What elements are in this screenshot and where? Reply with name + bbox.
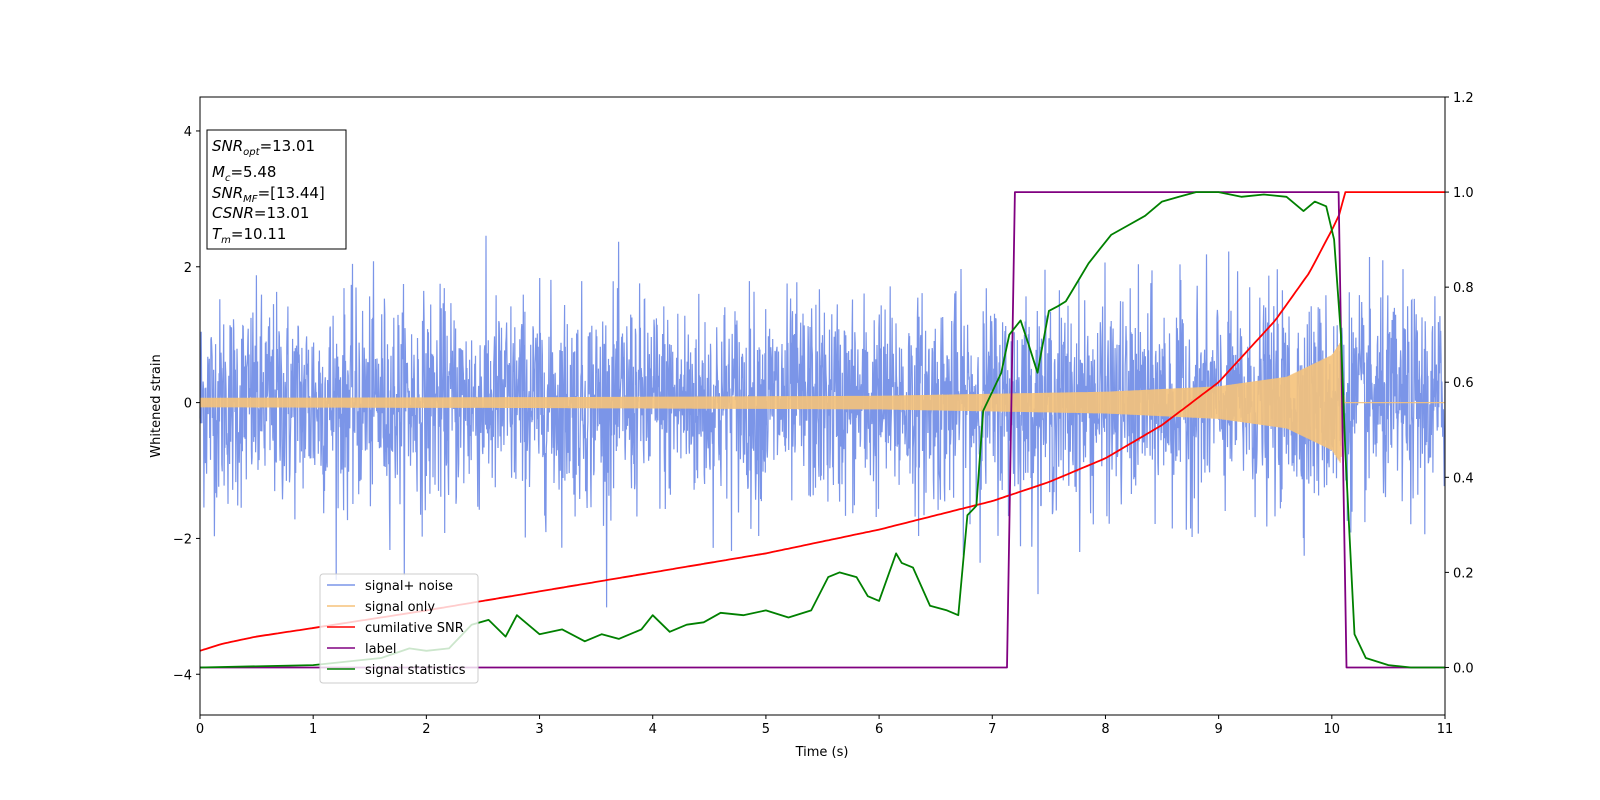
x-tick-label: 4 [649,722,657,737]
y2-tick: 0.4 [1445,471,1474,486]
x-tick: 0 [196,715,204,737]
y2-tick-label: 0.8 [1453,281,1474,296]
y2-tick: 0.2 [1445,566,1474,581]
y2-tick: 0.8 [1445,281,1474,296]
series-signal-only [199,341,1445,463]
legend-label-cumulative-snr: cumilative SNR [365,621,464,636]
x-axis-label: Time (s) [795,745,849,760]
legend-frame [319,573,479,684]
series-label [200,191,1445,669]
y-tick-label: 4 [184,125,192,140]
y-tick: −4 [173,668,200,683]
y2-tick: 0.6 [1445,376,1474,391]
y-tick: 2 [184,261,200,276]
legend-label-signal-noise: signal+ noise [365,579,453,594]
y2-tick-label: 0.4 [1453,471,1474,486]
y2-tick: 1.0 [1445,186,1474,201]
x-tick: 10 [1324,715,1341,737]
y-tick: 4 [184,125,200,140]
y-axis-left: −4 −2 0 2 4 [173,125,200,683]
y2-tick: 1.2 [1445,91,1474,106]
x-tick-label: 10 [1324,722,1341,737]
snr-opt-annotation: SNRopt=13.01 [212,137,315,158]
csnr-annotation: CSNR=13.01 [212,204,309,222]
x-tick: 1 [309,715,317,737]
y2-tick: 0.0 [1445,661,1474,676]
x-axis: 0 1 2 3 4 5 6 7 8 9 10 11 [196,715,1453,737]
x-tick: 7 [988,715,996,737]
x-tick: 6 [875,715,883,737]
legend-label-label: label [365,642,396,657]
y-tick: 0 [184,397,200,412]
x-tick: 9 [1214,715,1223,737]
x-tick-label: 2 [422,722,430,737]
x-tick: 5 [762,715,770,737]
legend-label-signal-statistics: signal statistics [365,663,466,678]
x-tick: 11 [1437,715,1454,737]
series-signal-statistics [199,191,1445,669]
y-tick: −2 [173,532,200,547]
tm-annotation: Tm=10.11 [212,225,286,246]
legend: signal+ noise signal only cumilative SNR… [319,573,479,684]
legend-label-signal-only: signal only [365,600,435,615]
y-axis-right: 0.0 0.2 0.4 0.6 0.8 1.0 1.2 [1445,91,1474,676]
x-tick-label: 5 [762,722,770,737]
y2-tick-label: 1.0 [1453,186,1474,201]
y-axis-label: Whitened strain [149,354,164,457]
x-tick-label: 6 [875,722,883,737]
y-tick-label: −2 [173,532,192,547]
y-tick-label: 0 [184,397,192,412]
y2-tick-label: 0.2 [1453,566,1474,581]
x-tick-label: 7 [988,722,996,737]
x-tick-label: 0 [196,722,204,737]
x-tick: 8 [1101,715,1110,737]
y2-tick-label: 1.2 [1453,91,1474,106]
x-tick: 4 [649,715,657,737]
x-tick-label: 9 [1214,722,1222,737]
y-tick-label: 2 [184,261,192,276]
x-tick-label: 1 [309,722,317,737]
y2-tick-label: 0.6 [1453,376,1474,391]
series-signal-noise [199,235,1446,608]
mc-annotation: Mc=5.48 [212,163,276,184]
y-tick-label: −4 [173,668,192,683]
x-tick-label: 11 [1437,722,1454,737]
y2-tick-label: 0.0 [1453,661,1474,676]
x-tick: 2 [422,715,431,737]
x-tick: 3 [535,715,544,737]
x-tick-label: 3 [535,722,543,737]
info-box-frame [206,129,347,250]
x-tick-label: 8 [1101,722,1109,737]
info-box: SNRopt=13.01 Mc=5.48 SNRMF=[13.44] CSNR=… [206,129,347,250]
snr-mf-annotation: SNRMF=[13.44] [212,184,325,205]
axes-frame [199,96,1446,716]
